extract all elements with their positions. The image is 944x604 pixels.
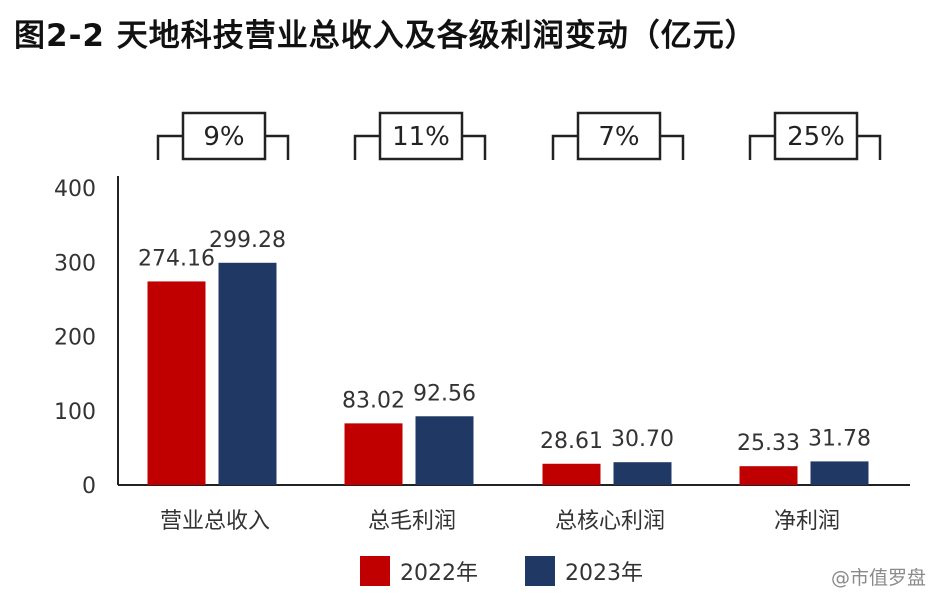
growth-bracket — [156, 134, 290, 160]
data-label: 299.28 — [209, 228, 286, 253]
bar — [739, 466, 798, 485]
bar — [415, 416, 474, 485]
x-category-label: 净利润 — [774, 509, 840, 534]
y-tick-label: 0 — [82, 474, 96, 499]
growth-box — [773, 111, 859, 161]
growth-bracket — [353, 134, 487, 160]
bar — [344, 423, 403, 485]
data-label: 30.70 — [611, 427, 674, 452]
legend-swatch — [525, 556, 555, 586]
data-label: 28.61 — [540, 429, 603, 454]
y-tick-label: 200 — [54, 326, 96, 351]
data-label: 92.56 — [413, 381, 476, 406]
growth-box — [576, 111, 662, 161]
growth-box — [378, 111, 464, 161]
data-label: 83.02 — [342, 388, 405, 413]
data-label: 25.33 — [737, 431, 800, 456]
bar — [810, 461, 869, 485]
y-tick-label: 100 — [54, 400, 96, 425]
x-category-label: 总核心利润 — [555, 509, 665, 534]
data-label: 31.78 — [808, 426, 871, 451]
growth-label: 9% — [203, 122, 244, 152]
bar — [542, 463, 601, 485]
bar — [613, 462, 672, 485]
growth-box — [181, 111, 267, 161]
chart-title: 图2-2 天地科技营业总收入及各级利润变动（亿元） — [14, 18, 757, 54]
bar — [218, 262, 277, 485]
legend-swatch — [360, 556, 390, 586]
bar — [147, 281, 206, 485]
growth-bracket — [551, 134, 685, 160]
growth-label: 25% — [787, 122, 845, 152]
growth-label: 7% — [598, 122, 639, 152]
watermark-text: @市值罗盘 — [830, 567, 926, 589]
data-label: 274.16 — [138, 246, 215, 271]
x-category-label: 总毛利润 — [368, 509, 456, 534]
y-tick-label: 300 — [54, 251, 96, 276]
legend-label: 2022年 — [400, 561, 478, 586]
growth-bracket — [748, 134, 882, 160]
y-tick-label: 400 — [54, 177, 96, 202]
legend-label: 2023年 — [565, 561, 643, 586]
watermark: @市值罗盘 — [831, 563, 926, 590]
growth-label: 11% — [392, 122, 450, 152]
x-category-label: 营业总收入 — [160, 509, 270, 534]
